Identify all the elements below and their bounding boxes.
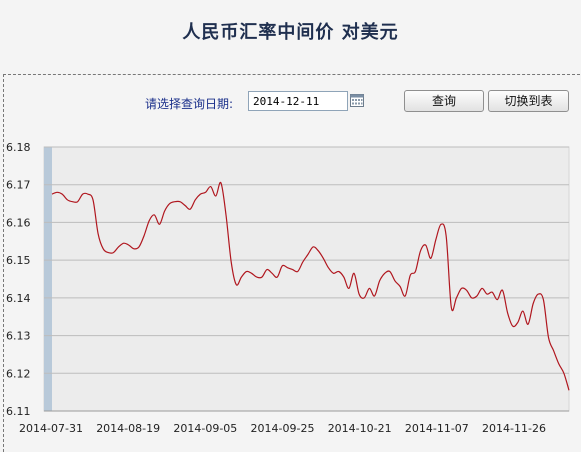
query-date-label: 请选择查询日期:	[145, 97, 234, 111]
y-tick-label: 6.15	[6, 254, 31, 267]
x-tick-label: 2014-11-07	[405, 422, 469, 435]
y-axis-band	[44, 147, 52, 411]
x-tick-label: 2014-09-25	[251, 422, 315, 435]
x-tick-label: 2014-10-21	[328, 422, 392, 435]
y-tick-label: 6.12	[6, 367, 31, 380]
page-title: 人民币汇率中间价 对美元	[182, 22, 399, 43]
x-tick-label: 2014-07-31	[19, 422, 83, 435]
y-tick-label: 6.14	[6, 292, 31, 305]
y-tick-label: 6.18	[6, 141, 31, 154]
query-button[interactable]: 查询	[404, 90, 484, 112]
plot-background	[43, 146, 570, 412]
x-tick-label: 2014-09-05	[173, 422, 237, 435]
y-tick-label: 6.11	[6, 405, 31, 418]
y-tick-label: 6.17	[6, 179, 31, 192]
switch-to-table-button[interactable]: 切换到表	[488, 90, 569, 112]
x-tick-label: 2014-11-26	[482, 422, 546, 435]
x-tick-label: 2014-08-19	[96, 422, 160, 435]
y-tick-label: 6.13	[6, 330, 31, 343]
date-input[interactable]	[248, 91, 348, 111]
y-tick-label: 6.16	[6, 216, 31, 229]
calendar-icon[interactable]	[350, 94, 364, 107]
series-line	[51, 181, 570, 391]
